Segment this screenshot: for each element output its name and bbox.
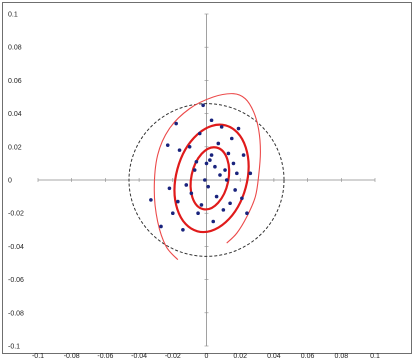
data-point bbox=[221, 208, 226, 212]
y-tick-label: -0.1 bbox=[8, 344, 20, 351]
data-point bbox=[245, 211, 249, 215]
data-point bbox=[159, 224, 163, 229]
data-point bbox=[214, 194, 219, 199]
confidence-ellipse bbox=[173, 123, 250, 234]
y-tick-label: -0.06 bbox=[8, 277, 24, 284]
chart-frame bbox=[2, 2, 412, 354]
confidence-ellipse bbox=[189, 146, 231, 211]
data-point bbox=[213, 164, 217, 169]
data-point bbox=[194, 159, 199, 164]
y-tick-label: -0.04 bbox=[8, 244, 24, 251]
x-tick-label: 0.04 bbox=[267, 353, 281, 360]
data-point bbox=[174, 121, 178, 126]
data-point bbox=[233, 188, 237, 192]
x-tick-label: 0 bbox=[205, 353, 209, 360]
data-point bbox=[206, 184, 210, 189]
y-tick-label: 0.08 bbox=[8, 45, 22, 52]
y-tick-label: 0 bbox=[8, 178, 12, 185]
data-point bbox=[224, 178, 229, 182]
dashed-reference-circle bbox=[128, 103, 285, 257]
data-point bbox=[189, 191, 194, 196]
data-point bbox=[197, 131, 202, 136]
x-tick-label: 0.02 bbox=[233, 353, 247, 360]
data-point bbox=[223, 168, 227, 172]
data-point bbox=[203, 178, 207, 182]
y-tick-label: 0.02 bbox=[8, 144, 22, 151]
spiral-curve bbox=[153, 93, 261, 261]
data-point bbox=[231, 161, 236, 166]
data-point bbox=[209, 118, 214, 123]
data-point bbox=[240, 196, 244, 201]
data-point bbox=[201, 103, 205, 108]
data-point bbox=[177, 148, 182, 152]
data-point bbox=[208, 158, 212, 162]
data-point bbox=[167, 186, 172, 191]
data-point bbox=[248, 171, 253, 176]
data-point bbox=[211, 219, 216, 224]
y-tick-label: 0.1 bbox=[8, 12, 18, 19]
data-point bbox=[209, 153, 214, 157]
data-point bbox=[241, 153, 246, 157]
data-point bbox=[171, 211, 175, 215]
y-tick-label: -0.08 bbox=[8, 310, 24, 317]
x-tick-label: -0.02 bbox=[165, 353, 181, 360]
data-point bbox=[181, 228, 185, 232]
data-point bbox=[216, 141, 221, 146]
data-point bbox=[236, 126, 241, 131]
data-point bbox=[204, 161, 209, 166]
data-point bbox=[196, 211, 200, 215]
data-point bbox=[235, 171, 239, 176]
data-point bbox=[149, 198, 153, 202]
y-tick-label: 0.04 bbox=[8, 111, 22, 118]
x-tick-label: -0.1 bbox=[32, 353, 44, 360]
data-point bbox=[192, 168, 197, 172]
data-point bbox=[218, 173, 222, 177]
data-point bbox=[184, 183, 189, 187]
data-point bbox=[219, 125, 224, 129]
x-tick-label: -0.06 bbox=[97, 353, 113, 360]
data-point bbox=[229, 136, 234, 141]
data-point bbox=[199, 203, 204, 207]
x-tick-label: 0.1 bbox=[370, 353, 380, 360]
data-point bbox=[176, 199, 180, 204]
x-tick-label: -0.08 bbox=[64, 353, 80, 360]
x-tick-label: -0.04 bbox=[131, 353, 147, 360]
data-point bbox=[226, 151, 231, 156]
data-point bbox=[187, 145, 192, 149]
x-tick-label: 0.08 bbox=[334, 353, 348, 360]
data-point bbox=[228, 201, 232, 206]
y-tick-label: -0.02 bbox=[8, 211, 24, 218]
x-tick-label: 0.06 bbox=[301, 353, 315, 360]
y-tick-label: 0.06 bbox=[8, 78, 22, 85]
data-point bbox=[165, 143, 170, 147]
